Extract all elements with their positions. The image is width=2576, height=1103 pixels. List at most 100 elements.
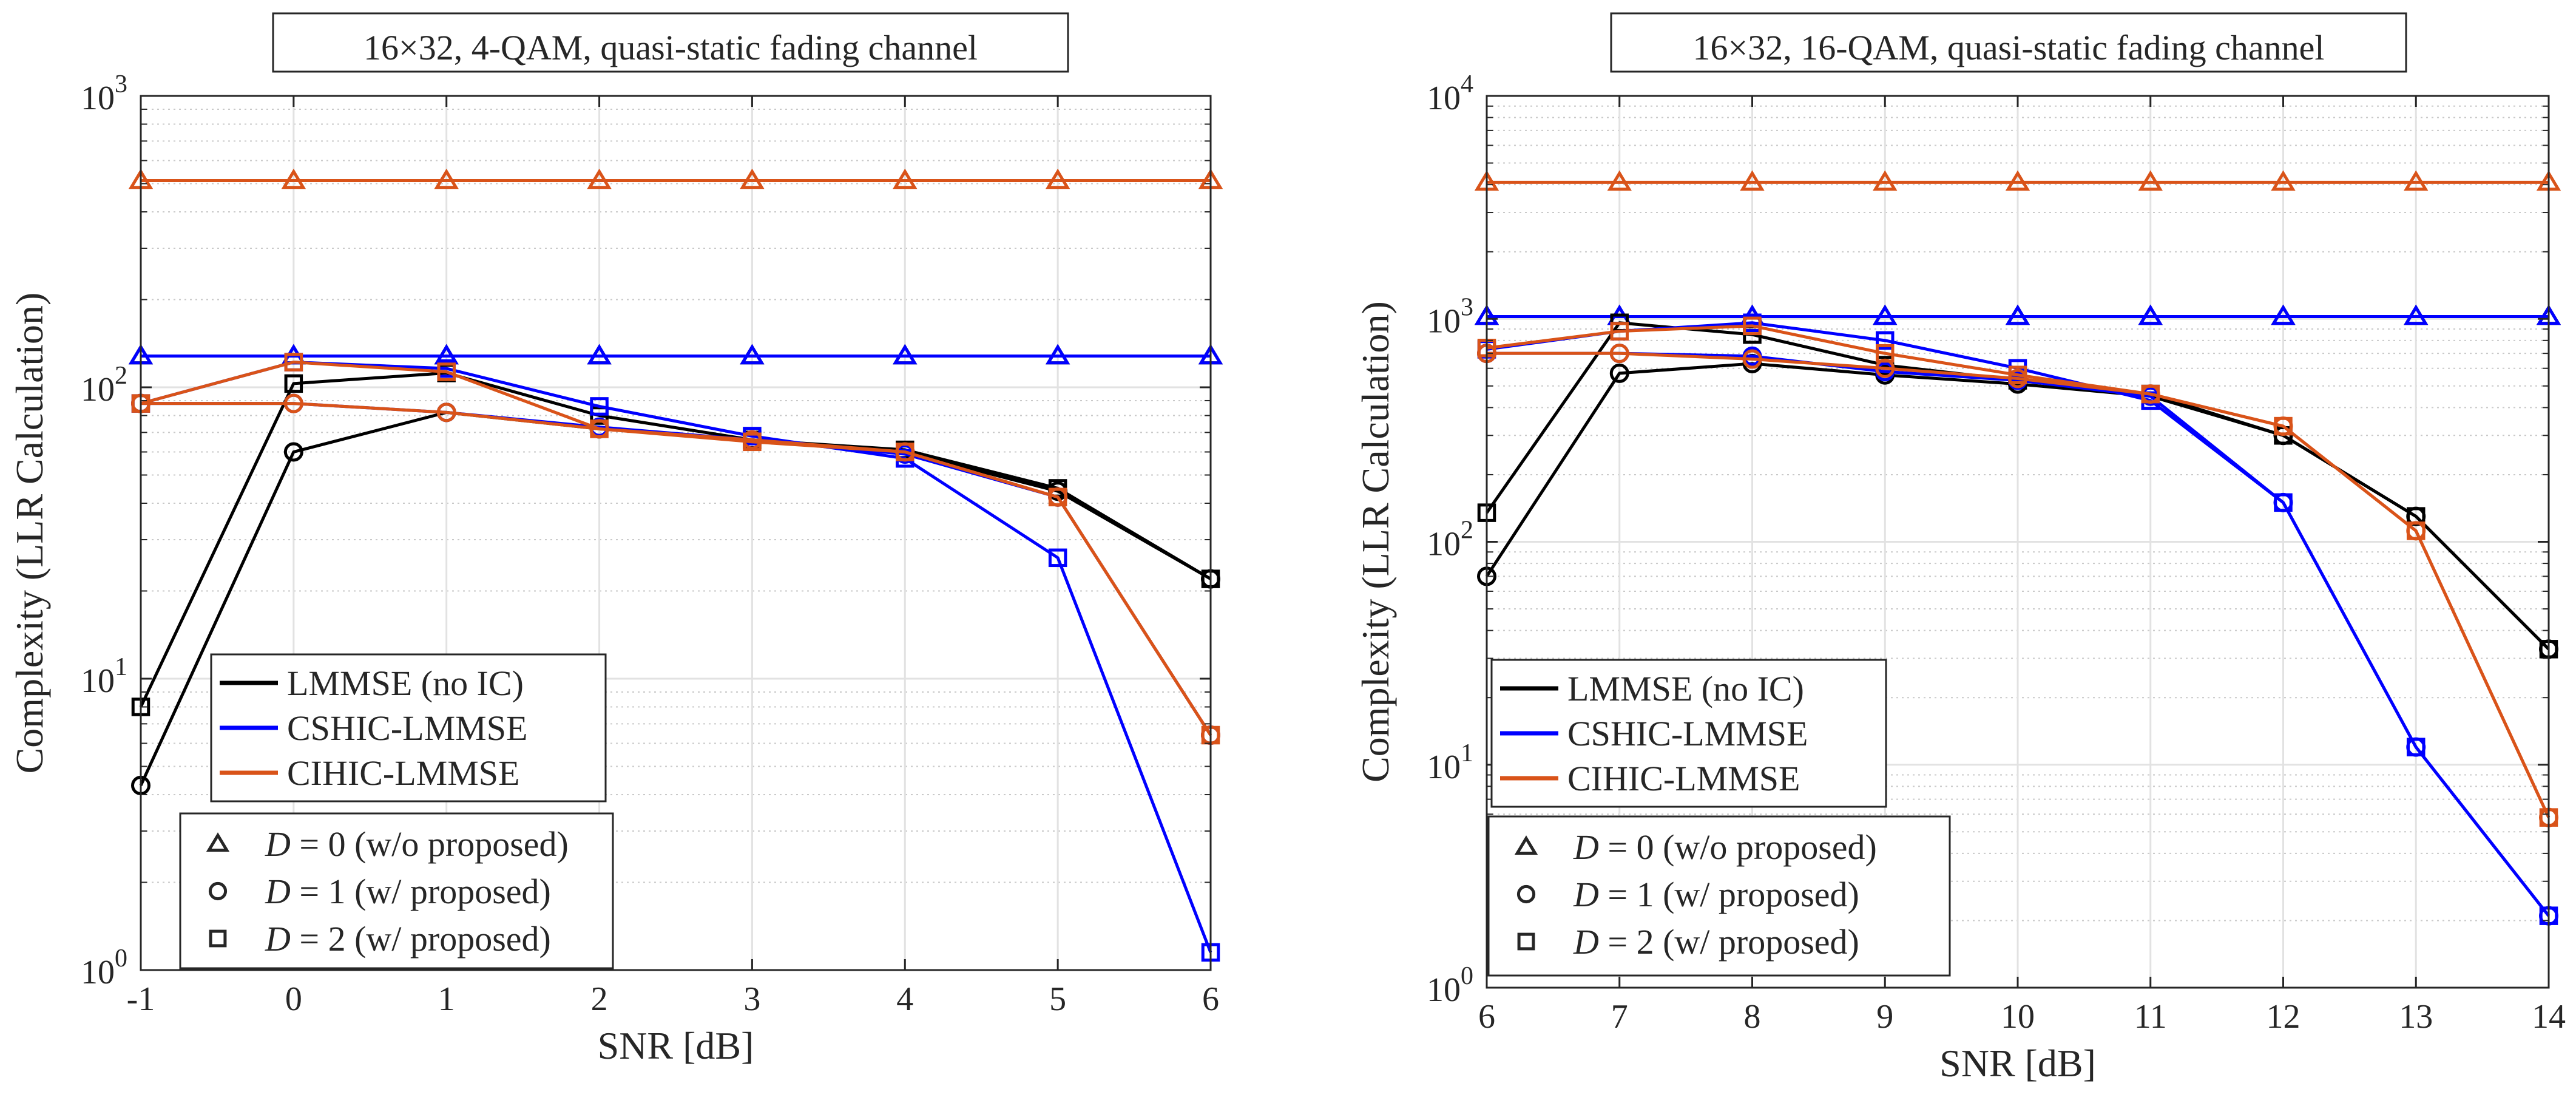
data-point-square (2008, 365, 2027, 384)
y-tick-exp: 3 (115, 70, 127, 98)
legend-marker-circle (208, 881, 228, 901)
y-tick-label: 100 (81, 945, 127, 991)
legend-label: LMMSE (no IC) (1567, 669, 1804, 708)
legend-text: = 1 (w/ proposed) (291, 872, 551, 911)
y-tick-exp: 4 (1461, 70, 1473, 98)
y-tick-base: 10 (1427, 302, 1461, 340)
data-point-square (2274, 493, 2293, 512)
y-tick-exp: 0 (115, 945, 127, 972)
legend-box (1487, 815, 1951, 977)
y-tick-exp: 2 (1461, 517, 1473, 545)
series-group (1474, 170, 2561, 926)
x-tick-label: 14 (2532, 998, 2566, 1036)
legend-symbol: D (265, 872, 291, 911)
legend-label: LMMSE (no IC) (287, 663, 524, 703)
data-point-square (437, 362, 456, 381)
series-line (1486, 324, 2551, 818)
legend-text: = 1 (w/ proposed) (1599, 875, 1859, 914)
y-tick-label: 102 (81, 362, 127, 409)
data-point-square (1610, 322, 1629, 341)
legend-symbol: D (265, 919, 291, 959)
data-point-triangle (2404, 304, 2429, 325)
y-tick-base: 10 (1427, 748, 1461, 786)
x-tick-label: 9 (1876, 998, 1893, 1036)
y-tick-base: 10 (81, 371, 115, 409)
y-tick-exp: 1 (1461, 739, 1473, 767)
data-point-triangle (893, 344, 918, 365)
x-tick-label: 8 (1744, 998, 1761, 1036)
legend-label: D = 2 (w/ proposed) (1573, 922, 1859, 962)
data-point-triangle (281, 168, 306, 189)
data-point-triangle (434, 168, 459, 189)
y-tick-exp: 0 (1461, 962, 1473, 990)
data-point-square (1876, 331, 1895, 350)
y-tick-base: 10 (81, 662, 115, 700)
data-point-triangle (1045, 168, 1070, 189)
y-tick-base: 10 (1427, 80, 1461, 117)
legend-marker-square (209, 929, 227, 948)
legend-box (179, 812, 614, 969)
legend-label: D = 0 (w/o proposed) (1573, 827, 1877, 867)
legend-label: D = 2 (w/ proposed) (265, 919, 551, 959)
x-tick-label: 6 (1202, 980, 1219, 1018)
x-tick-label: 3 (743, 980, 760, 1018)
data-point-square (2407, 738, 2426, 756)
data-point-triangle (1873, 304, 1898, 325)
data-point-triangle (740, 344, 765, 365)
series-line (139, 371, 1212, 708)
data-point-square (590, 419, 609, 438)
x-tick-label: 10 (2001, 998, 2035, 1036)
data-point-square (590, 397, 609, 416)
series-line (140, 361, 1212, 736)
data-point-triangle (587, 168, 612, 189)
x-tick-label: 13 (2399, 998, 2433, 1036)
title-box (272, 12, 1069, 73)
y-tick-label: 103 (81, 70, 127, 117)
data-point-triangle (2005, 304, 2030, 325)
legend-label: CIHIC-LMMSE (287, 753, 519, 793)
data-point-square (2274, 416, 2293, 436)
x-tick-label: 1 (438, 980, 455, 1018)
y-tick-base: 10 (81, 80, 115, 117)
data-point-triangle (2138, 170, 2163, 191)
legend-label: CSHIC-LMMSE (287, 708, 527, 748)
y-tick-label: 101 (81, 653, 127, 700)
data-point-circle (1609, 344, 1629, 364)
title-box (1610, 12, 2407, 73)
data-point-square (1048, 548, 1067, 568)
y-tick-label: 104 (1427, 70, 1473, 117)
legend-symbol: D (1573, 922, 1599, 962)
data-point-square (896, 443, 914, 461)
legend-symbol: D (1573, 875, 1599, 914)
legend-symbol: D (265, 824, 291, 864)
y-tick-label: 101 (1427, 739, 1473, 786)
legend-algorithms: LMMSE (no IC) CSHIC-LMMSE CIHIC-LMMSE (1490, 659, 1887, 808)
y-tick-exp: 1 (115, 653, 127, 681)
y-tick-base: 10 (81, 954, 115, 991)
data-point-square (2141, 384, 2160, 404)
legend-text: = 0 (w/o proposed) (291, 824, 569, 864)
x-tick-label: 2 (591, 980, 608, 1018)
y-tick-label: 100 (1427, 962, 1473, 1009)
axes-box (140, 95, 1212, 971)
x-tick-label: 12 (2267, 998, 2300, 1036)
legend-text: = 2 (w/ proposed) (291, 919, 551, 959)
data-point-circle (283, 393, 303, 413)
data-point-circle (283, 442, 303, 462)
data-point-square (743, 432, 762, 452)
legend-text: = 0 (w/o proposed) (1599, 827, 1877, 867)
data-point-triangle (2271, 170, 2296, 191)
y-tick-base: 10 (1427, 971, 1461, 1009)
legend-label: D = 1 (w/ proposed) (1573, 875, 1859, 914)
x-tick-label: -1 (127, 980, 155, 1018)
x-tick-label: 7 (1611, 998, 1628, 1036)
y-tick-exp: 2 (115, 362, 127, 390)
legend-label: D = 1 (w/ proposed) (265, 872, 551, 911)
legend-label: CIHIC-LMMSE (1567, 759, 1800, 798)
y-tick-label: 102 (1427, 517, 1473, 563)
chart-title: 16×32, 4-QAM, quasi-static fading channe… (363, 28, 978, 67)
y-tick-base: 10 (1427, 526, 1461, 563)
data-point-triangle (1740, 170, 1765, 191)
